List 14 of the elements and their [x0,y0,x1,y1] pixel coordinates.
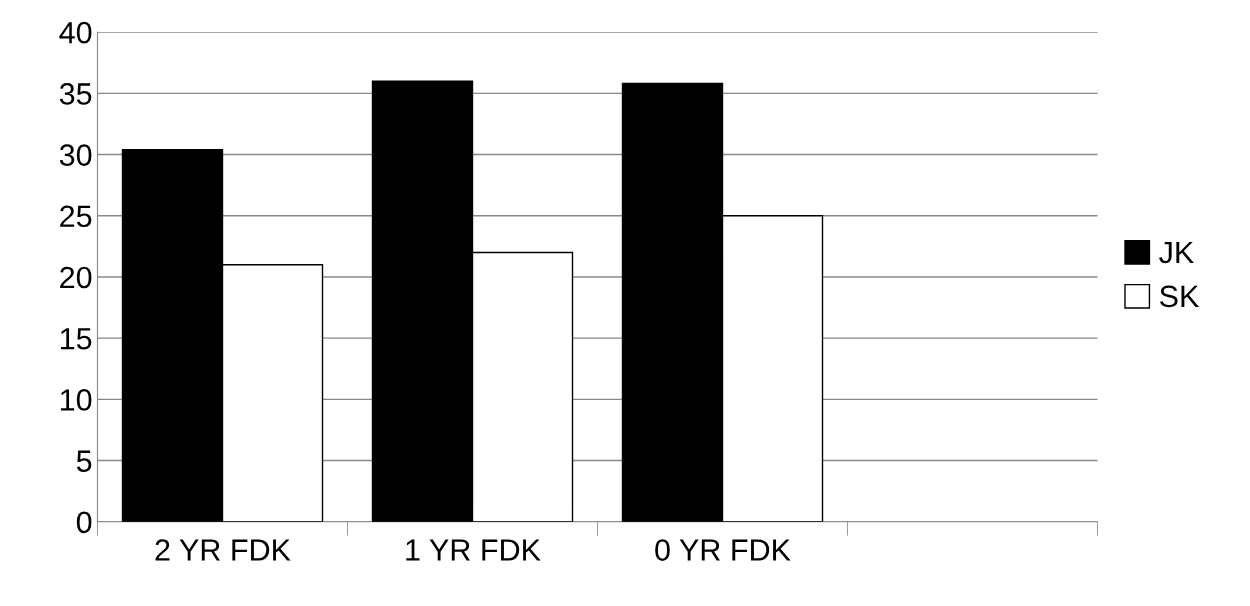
x-tick-label: 1 YR FDK [406,539,541,561]
y-tick-label: 5 [76,450,92,472]
y-tick-label: 40 [59,21,92,44]
y-tick-label: 35 [59,83,92,105]
y-tick-label: 30 [59,144,92,166]
x-tick-label: 2 YR FDK [155,539,291,561]
legend-label: JK [1159,241,1194,264]
y-tick-label: 25 [60,205,92,228]
x-tick-label: 0 YR FDK [655,539,791,561]
legend-label: SK [1160,285,1200,308]
y-tick-label: 15 [60,328,92,350]
y-tick-label: 10 [60,389,92,411]
y-tick-label: 20 [60,266,92,289]
y-tick-label: 0 [76,511,92,534]
